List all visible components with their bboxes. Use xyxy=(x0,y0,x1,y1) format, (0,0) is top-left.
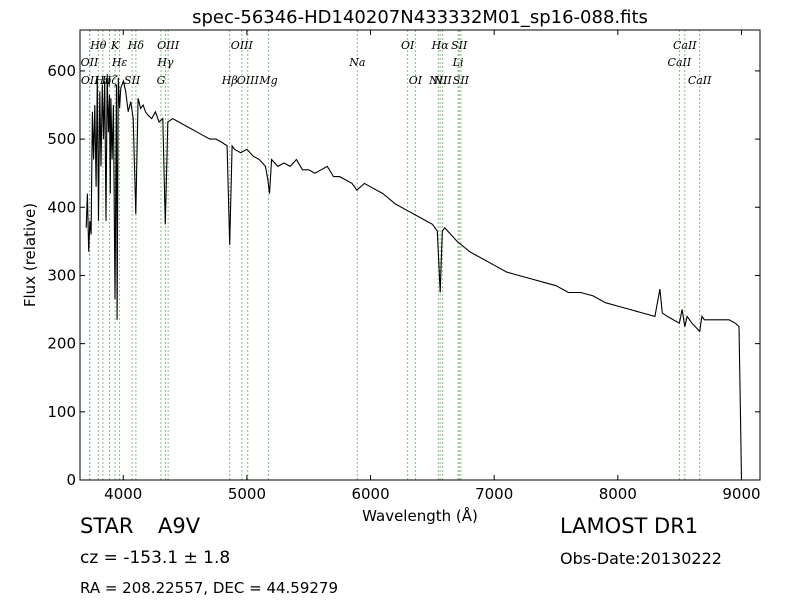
marker-label: K xyxy=(110,39,120,52)
y-tick-label: 400 xyxy=(47,198,76,216)
marker-label: Hδ xyxy=(127,39,145,52)
x-tick-label: 7000 xyxy=(475,485,513,503)
marker-label: CaII xyxy=(668,56,692,69)
marker-label: NII xyxy=(428,74,448,87)
marker-label: CaII xyxy=(673,39,697,52)
marker-label: Hγ xyxy=(156,56,174,69)
y-tick-label: 500 xyxy=(47,130,76,148)
coordinates-text: RA = 208.22557, DEC = 44.59279 xyxy=(80,579,339,597)
marker-label: G xyxy=(157,74,166,87)
y-axis-ticks: 0 100 200 300 400 500 600 xyxy=(47,62,760,489)
marker-label: SII xyxy=(451,39,468,52)
subclass-label: A9V xyxy=(158,514,201,538)
marker-label: SII xyxy=(453,74,470,87)
x-tick-label: 8000 xyxy=(599,485,637,503)
marker-label: Hα xyxy=(431,39,450,52)
class-label: STAR xyxy=(80,514,134,538)
x-axis-ticks: 4000 5000 6000 7000 8000 9000 xyxy=(104,30,761,503)
marker-label: CaII xyxy=(688,74,712,87)
marker-label: Hε xyxy=(111,56,128,69)
y-tick-label: 300 xyxy=(47,266,76,284)
marker-label: OII xyxy=(81,74,99,87)
x-tick-label: 6000 xyxy=(351,485,389,503)
marker-label: Na xyxy=(348,56,365,69)
marker-label: SII xyxy=(124,74,141,87)
y-tick-label: 600 xyxy=(47,62,76,80)
y-tick-label: 0 xyxy=(66,471,76,489)
marker-label: NII xyxy=(432,74,452,87)
marker-label: OIII xyxy=(157,39,180,52)
x-axis-label: Wavelength (Å) xyxy=(362,506,478,525)
y-tick-label: 100 xyxy=(47,403,76,421)
marker-label: Hθ xyxy=(89,39,107,52)
marker-label: Hβ xyxy=(221,74,238,87)
plot-frame xyxy=(79,29,761,481)
observation-date: Obs-Date:20130222 xyxy=(560,549,722,568)
survey-label: LAMOST DR1 xyxy=(560,514,699,538)
marker-label: OIII xyxy=(237,74,260,87)
marker-label: OIII xyxy=(231,39,254,52)
x-tick-label: 5000 xyxy=(228,485,266,503)
x-tick-label: 9000 xyxy=(722,485,760,503)
y-tick-label: 200 xyxy=(47,335,76,353)
y-axis-label: Flux (relative) xyxy=(21,203,39,307)
marker-label: Mg xyxy=(258,74,277,87)
redshift-text: cz = -153.1 ± 1.8 xyxy=(80,548,231,568)
x-tick-label: 4000 xyxy=(104,485,142,503)
spectrum-line xyxy=(85,74,744,481)
marker-label: OII xyxy=(81,56,99,69)
emission-line-markers xyxy=(89,30,701,480)
chart-title: spec-56346-HD140207N433332M01_sp16-088.f… xyxy=(192,7,648,28)
marker-label: Li xyxy=(452,56,464,69)
marker-label: OI xyxy=(401,39,415,52)
marker-label: OI xyxy=(409,74,423,87)
